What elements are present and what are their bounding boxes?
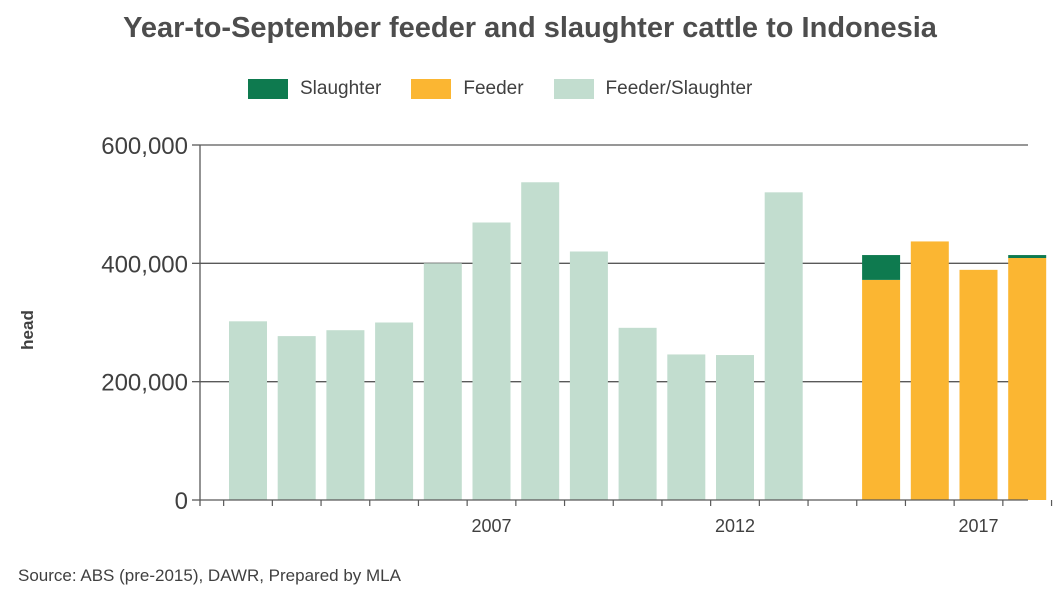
chart-plot: 0 200,000 400,000 600,000 2007 2012 2017 <box>101 133 1053 536</box>
bar-feeder-slaughter-2002 <box>229 321 267 500</box>
y-tick-label: 0 <box>175 488 188 515</box>
x-tick-label: 2012 <box>715 516 755 536</box>
bar-feeder-slaughter-2007 <box>472 222 511 500</box>
bar-feeder-slaughter-2003 <box>277 336 316 500</box>
bar-feeder-slaughter-2009 <box>569 251 608 500</box>
bar-slaughter-2018 <box>1008 255 1047 259</box>
bar-feeder-slaughter-2008 <box>521 182 560 500</box>
legend-swatch-feeder-slaughter <box>553 79 594 99</box>
bar-feeder-2015 <box>862 279 901 500</box>
y-tick-label: 200,000 <box>101 370 188 397</box>
y-tick-label: 400,000 <box>101 251 188 278</box>
source-note: Source: ABS (pre-2015), DAWR, Prepared b… <box>18 566 401 585</box>
bar-feeder-slaughter-2005 <box>375 322 414 500</box>
bar-feeder-2017 <box>959 269 998 500</box>
legend-label-feeder-slaughter: Feeder/Slaughter <box>605 78 753 99</box>
legend-item-slaughter: Slaughter <box>248 78 381 100</box>
legend-label-feeder: Feeder <box>463 78 524 99</box>
legend-swatch-feeder <box>411 79 452 99</box>
legend-item-feeder: Feeder <box>411 78 524 100</box>
bar-slaughter-2015 <box>862 255 901 280</box>
bar-feeder-slaughter-2010 <box>618 327 657 500</box>
legend-label-slaughter: Slaughter <box>300 78 382 99</box>
bar-feeder-slaughter-2012 <box>716 355 754 500</box>
legend-item-feeder-slaughter: Feeder/Slaughter <box>553 78 753 100</box>
chart-title: Year-to-September feeder and slaughter c… <box>123 12 937 44</box>
bar-feeder-slaughter-2006 <box>423 263 462 500</box>
bar-feeder-2018 <box>1008 258 1047 500</box>
legend: Slaughter Feeder Feeder/Slaughter <box>248 76 782 102</box>
bar-feeder-slaughter-2013 <box>764 192 803 501</box>
x-tick-label: 2017 <box>958 516 998 536</box>
bar-feeder-slaughter-2011 <box>667 354 706 500</box>
bar-feeder-slaughter-2004 <box>326 330 365 500</box>
x-tick-label: 2007 <box>471 516 511 536</box>
y-tick-label: 600,000 <box>101 133 188 160</box>
legend-swatch-slaughter <box>248 79 288 99</box>
bar-feeder-2016 <box>910 241 949 501</box>
